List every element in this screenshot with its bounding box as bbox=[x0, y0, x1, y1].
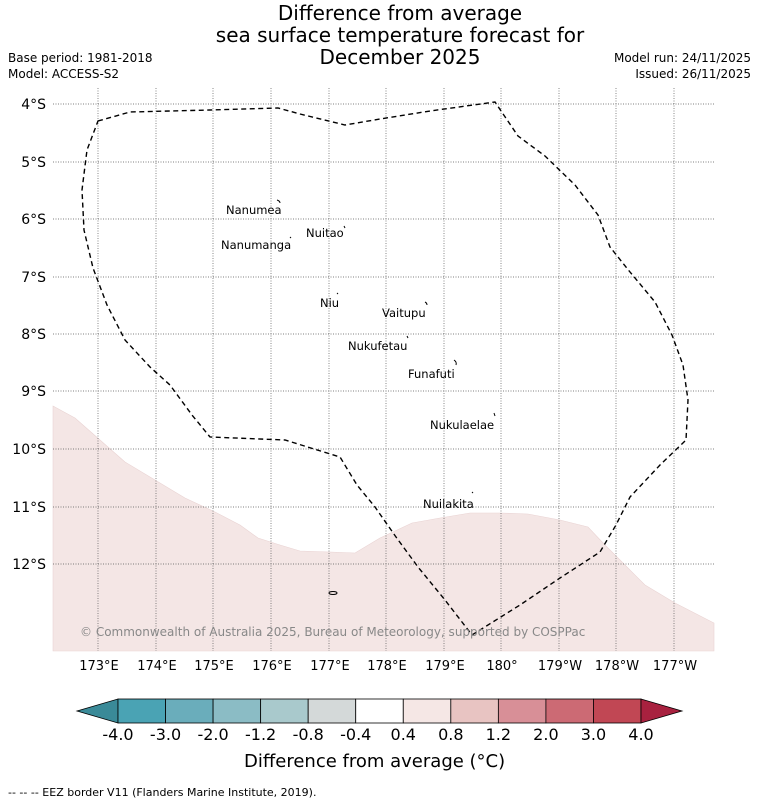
colorbar-under-arrow bbox=[75, 698, 119, 724]
colorbar-segment bbox=[260, 698, 309, 724]
colorbar-tick-label: 2.0 bbox=[533, 725, 558, 744]
lon-label: 175°E bbox=[194, 659, 234, 674]
lat-label: 6°S bbox=[21, 212, 46, 228]
colorbar-tick-label: -1.2 bbox=[245, 725, 276, 744]
nanumea-island bbox=[276, 199, 281, 204]
island-label-niu: Niu bbox=[320, 296, 339, 310]
colorbar-tick-label: -0.4 bbox=[340, 725, 371, 744]
lon-label: 179°E bbox=[425, 659, 465, 674]
issued-date: Issued: 26/11/2025 bbox=[635, 67, 751, 81]
title-line-1: Difference from average bbox=[277, 1, 523, 25]
lon-label: 177°E bbox=[310, 659, 350, 674]
island-label-nuilakita: Nuilakita bbox=[423, 497, 474, 511]
island-label-nanumea: Nanumea bbox=[226, 203, 282, 217]
lat-label: 10°S bbox=[12, 442, 46, 458]
colorbar-tick-label: -3.0 bbox=[150, 725, 181, 744]
lat-label: 9°S bbox=[21, 384, 46, 400]
lat-gridlines bbox=[53, 103, 714, 565]
lat-label: 7°S bbox=[21, 270, 46, 286]
title-line-3: December 2025 bbox=[319, 45, 481, 69]
lon-label: 179°W bbox=[538, 659, 582, 674]
lon-label: 174°E bbox=[137, 659, 177, 674]
lat-label: 5°S bbox=[21, 155, 46, 171]
colorbar-tick-label: 0.4 bbox=[391, 725, 416, 744]
nuilakita-island bbox=[471, 491, 474, 494]
nanumanga-island bbox=[289, 236, 292, 239]
title-line-2: sea surface temperature forecast for bbox=[215, 23, 585, 47]
eez-footnote: -- -- -- EEZ border V11 (Flanders Marine… bbox=[8, 786, 317, 799]
lat-label: 8°S bbox=[21, 327, 46, 343]
reef-island bbox=[328, 591, 338, 595]
island-label-nanumanga: Nanumanga bbox=[221, 238, 291, 252]
niu-island bbox=[336, 292, 339, 295]
lon-label: 177°W bbox=[653, 659, 697, 674]
colorbar-segment bbox=[355, 698, 404, 724]
island-label-nukufetau: Nukufetau bbox=[348, 339, 407, 353]
nukufetau-island bbox=[406, 335, 409, 339]
colorbar-tick-label: 1.2 bbox=[486, 725, 511, 744]
island-markers bbox=[276, 199, 496, 595]
lat-label: 12°S bbox=[12, 557, 46, 573]
colorbar-segment bbox=[212, 698, 262, 724]
nuitao-island bbox=[343, 225, 346, 229]
lat-label: 11°S bbox=[12, 500, 46, 516]
lon-label: 178°W bbox=[595, 659, 639, 674]
colorbar-segment bbox=[402, 698, 452, 724]
colorbar-tick-label: 0.8 bbox=[438, 725, 463, 744]
colorbar-segment bbox=[593, 698, 642, 724]
anomaly-shading-region bbox=[52, 405, 715, 652]
lat-label: 4°S bbox=[21, 97, 46, 113]
model-run: Model run: 24/11/2025 bbox=[613, 51, 751, 65]
model-name: Model: ACCESS-S2 bbox=[8, 67, 120, 81]
colorbar-tick-label: 3.0 bbox=[581, 725, 606, 744]
copyright-notice: © Commonwealth of Australia 2025, Bureau… bbox=[80, 625, 585, 639]
colorbar-tick-label: -4.0 bbox=[102, 725, 133, 744]
colorbar-tick-label: 4.0 bbox=[628, 725, 653, 744]
base-period: Base period: 1981-2018 bbox=[8, 51, 153, 65]
island-label-nukulaelae: Nukulaelae bbox=[430, 418, 494, 432]
funafuti-island bbox=[453, 359, 457, 366]
colorbar-segment bbox=[307, 698, 357, 724]
colorbar-segment bbox=[497, 698, 547, 724]
colorbar-segment bbox=[545, 698, 594, 724]
island-label-nuitao: Nuitao bbox=[306, 226, 344, 240]
lon-label: 178°E bbox=[367, 659, 407, 674]
eez-border bbox=[81, 101, 689, 636]
colorbar-segment bbox=[165, 698, 214, 724]
colorbar-title: Difference from average (°C) bbox=[244, 751, 506, 772]
colorbar-segment bbox=[450, 698, 499, 724]
colorbar-tick-label: -0.8 bbox=[293, 725, 324, 744]
lon-label: 176°E bbox=[252, 659, 292, 674]
colorbar-tick-label: -2.0 bbox=[197, 725, 228, 744]
colorbar-segment bbox=[117, 698, 166, 724]
island-label-vaitupu: Vaitupu bbox=[382, 306, 426, 320]
lon-label: 180° bbox=[486, 659, 517, 674]
colorbar: -4.0 -3.0 -2.0 -1.2 -0.8 -0.4 0.4 0.8 1.2 2.0 3.0 4… bbox=[75, 698, 684, 744]
island-label-funafuti: Funafuti bbox=[408, 367, 455, 381]
vaitupu-island bbox=[424, 301, 428, 306]
lon-label: 173°E bbox=[79, 659, 119, 674]
colorbar-over-arrow bbox=[640, 698, 684, 724]
nukulaelae-island bbox=[493, 412, 496, 417]
